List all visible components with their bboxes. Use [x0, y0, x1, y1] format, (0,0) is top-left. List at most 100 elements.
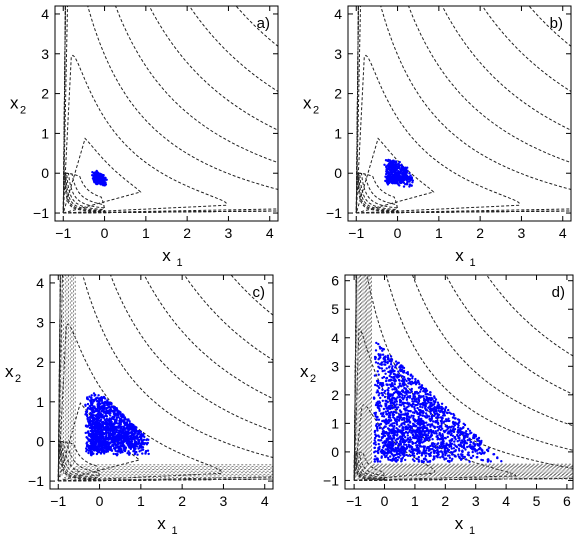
data-point	[404, 458, 407, 462]
data-point	[384, 372, 387, 375]
data-point	[427, 452, 430, 456]
data-point	[458, 449, 461, 452]
data-point	[443, 458, 446, 461]
data-point	[406, 385, 409, 388]
data-point	[460, 445, 464, 448]
data-point	[456, 426, 460, 429]
data-point	[397, 370, 400, 373]
data-point	[102, 450, 105, 454]
data-point	[92, 447, 95, 450]
data-point	[396, 437, 399, 441]
data-point	[417, 450, 420, 453]
data-point	[445, 442, 448, 445]
data-point	[387, 434, 390, 437]
data-point	[377, 404, 380, 408]
y-tick-label: 1	[36, 394, 44, 410]
data-point	[413, 406, 416, 409]
data-point	[399, 451, 402, 454]
data-point	[468, 429, 472, 432]
x-axis-label-subscript: 1	[172, 525, 178, 537]
data-point	[463, 434, 466, 437]
data-point	[393, 422, 396, 425]
data-point	[108, 417, 112, 420]
data-point	[123, 418, 126, 422]
data-point	[86, 425, 89, 428]
data-point	[400, 365, 404, 368]
data-point	[383, 163, 386, 166]
data-point	[418, 432, 421, 436]
data-point	[476, 452, 479, 455]
data-point	[97, 438, 101, 442]
data-point	[379, 460, 382, 463]
data-point	[86, 397, 89, 400]
data-point	[431, 409, 434, 412]
data-point	[92, 392, 96, 395]
data-point	[146, 438, 149, 441]
data-point	[413, 459, 416, 463]
data-point	[450, 447, 453, 450]
data-point	[477, 448, 481, 451]
data-point	[95, 172, 99, 175]
data-point	[385, 172, 388, 176]
y-tick-label: −1	[326, 205, 342, 221]
contour-line	[353, 275, 573, 481]
data-point	[381, 394, 385, 397]
data-point	[116, 440, 120, 443]
data-point	[414, 398, 418, 401]
data-point	[432, 449, 436, 452]
data-point	[454, 455, 457, 458]
data-point	[410, 425, 413, 429]
data-point	[405, 443, 408, 447]
data-point	[95, 452, 99, 456]
data-point	[373, 436, 377, 440]
data-point	[400, 163, 403, 166]
data-point	[421, 386, 425, 390]
data-point	[399, 392, 402, 396]
data-point	[112, 406, 115, 409]
data-point	[428, 459, 432, 463]
data-point	[406, 395, 410, 398]
y-axis-label: x	[10, 94, 19, 113]
data-point	[387, 181, 391, 185]
plot-frame	[347, 5, 572, 222]
data-point	[428, 454, 431, 458]
data-point	[428, 417, 431, 421]
data-point	[134, 430, 138, 434]
data-point	[400, 460, 403, 463]
data-point	[448, 454, 451, 457]
data-point	[104, 423, 107, 426]
data-point	[436, 425, 439, 429]
data-point	[433, 414, 436, 417]
data-point	[452, 422, 456, 426]
data-point	[399, 438, 403, 441]
data-point	[438, 438, 442, 441]
data-point	[125, 435, 129, 438]
data-point	[112, 422, 115, 425]
data-point	[392, 426, 395, 430]
x-tick-label: 1	[142, 225, 150, 241]
data-point	[430, 404, 433, 408]
contour-line	[57, 275, 273, 482]
contour-line	[356, 172, 399, 213]
data-point	[378, 392, 381, 395]
data-point	[377, 446, 380, 450]
data-point	[406, 437, 410, 440]
data-point	[412, 452, 416, 455]
data-point	[483, 451, 486, 454]
data-point	[470, 456, 473, 460]
data-point	[397, 415, 400, 418]
data-point	[390, 375, 393, 379]
data-point	[461, 432, 464, 436]
data-point	[440, 410, 443, 413]
data-point	[452, 447, 456, 450]
data-point	[433, 457, 436, 460]
data-point	[106, 437, 109, 441]
data-point	[90, 413, 94, 416]
data-point	[403, 423, 406, 426]
contour-line	[353, 275, 573, 481]
data-point	[411, 434, 415, 437]
data-point	[424, 412, 428, 415]
data-point	[403, 439, 406, 442]
data-point	[400, 458, 403, 461]
